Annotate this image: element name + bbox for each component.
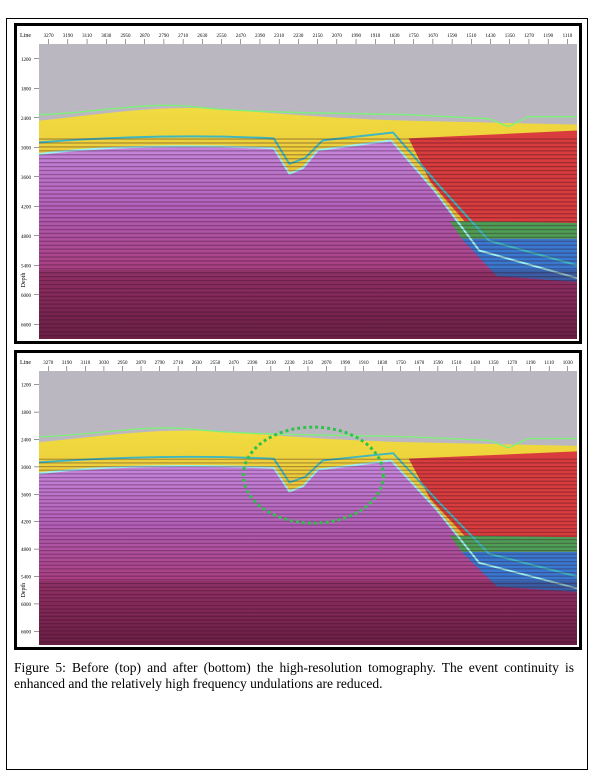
x-tick-label: 3030 [99,361,110,366]
panel-after: Line 3270 3190 3110 3030 2950 2870 2790 2710 2630… [14,350,582,650]
x-tick-label: 3190 [62,361,73,366]
x-tick-label: 2390 [247,361,258,366]
depth-tick-label: 6600 [21,630,32,635]
panel-before: Line 3270 3190 3110 3030 2950 2870 2790 2710 2630… [14,23,582,344]
depth-tick-label: 3600 [21,493,32,498]
x-tick-label: 2550 [210,361,221,366]
x-tick-label: 2070 [332,34,343,39]
x-tick-label: 2870 [140,34,151,39]
x-tick-label: 1590 [433,361,444,366]
depth-tick-label: 6000 [21,603,32,608]
depth-title: Depth [21,583,27,598]
x-tick-label: 1430 [470,361,481,366]
depth-tick-label: 2400 [21,117,32,122]
depth-title: Depth [21,273,27,288]
x-tick-label: 2070 [322,361,333,366]
depth-tick-label: 6000 [21,294,32,299]
axis-title: Line [20,33,31,39]
x-tick-label: 1350 [505,34,516,39]
seismic-image [39,44,577,339]
x-tick-label: 1910 [370,34,381,39]
x-tick-label: 3190 [63,34,73,39]
x-tick-label: 2470 [229,361,240,366]
x-tick-label: 2630 [192,361,203,366]
x-tick-label: 2310 [266,361,277,366]
x-tick-label: 2710 [173,361,184,366]
x-tick-label: 3270 [43,361,54,366]
x-tick-label: 2230 [293,34,304,39]
depth-tick-label: 1200 [21,384,32,389]
x-tick-label: 1510 [466,34,477,39]
x-tick-label: 1030 [563,361,574,366]
depth-tick-label: 2400 [21,439,32,444]
x-tick-label: 3030 [101,34,112,39]
depth-tick-label: 4800 [21,235,32,240]
axis-title: Line [20,360,31,366]
x-tick-label: 1270 [507,361,518,366]
x-tick-label: 2230 [284,361,295,366]
x-tick-label: 1350 [489,361,500,366]
x-tick-label: 1190 [543,34,553,39]
depth-tick-label: 1800 [21,87,32,92]
seismic-panel: Line 3270 3190 3110 3030 2950 2870 2790 2710 2630… [20,33,577,339]
x-tick-label: 1830 [377,361,388,366]
x-tick-label: 1990 [340,361,351,366]
x-tick-label: 1110 [563,34,573,39]
x-tick-label: 2150 [313,34,324,39]
depth-tick-label: 6600 [21,323,32,328]
x-tick-label: 2150 [303,361,314,366]
x-tick-label: 1750 [409,34,420,39]
x-tick-label: 3270 [44,34,55,39]
x-tick-label: 1990 [351,34,362,39]
x-tick-label: 2470 [236,34,247,39]
depth-tick-label: 5400 [21,576,32,581]
seismic-image [39,371,577,645]
x-tick-label: 1270 [524,34,535,39]
depth-tick-label: 4200 [21,521,32,526]
depth-tick-label: 4800 [21,548,32,553]
x-tick-label: 2790 [159,34,170,39]
x-tick-label: 1830 [389,34,400,39]
depth-tick-label: 1200 [21,58,32,63]
x-tick-label: 3110 [80,361,90,366]
x-tick-label: 2630 [197,34,208,39]
x-tick-label: 1670 [414,361,425,366]
x-tick-label: 1110 [544,361,554,366]
x-tick-label: 2710 [178,34,189,39]
depth-tick-label: 3600 [21,176,32,181]
x-tick-label: 1510 [451,361,462,366]
depth-tick-label: 5400 [21,264,32,269]
x-tick-label: 1750 [396,361,407,366]
depth-tick-label: 3000 [21,146,32,151]
x-tick-label: 2870 [136,361,147,366]
x-tick-label: 2950 [120,34,131,39]
figure-caption: Figure 5: Before (top) and after (bottom… [14,660,574,691]
x-tick-label: 2310 [274,34,285,39]
x-tick-label: 1670 [428,34,439,39]
x-tick-label: 1910 [359,361,370,366]
x-tick-label: 2790 [155,361,166,366]
depth-tick-label: 1800 [21,411,32,416]
depth-tick-label: 4200 [21,205,32,210]
x-tick-label: 1430 [486,34,497,39]
x-tick-label: 1590 [447,34,458,39]
x-tick-label: 2550 [217,34,228,39]
seismic-panel: Line 3270 3190 3110 3030 2950 2870 2790 2710 2630… [20,360,577,645]
x-tick-label: 1190 [526,361,536,366]
x-tick-label: 3110 [82,34,92,39]
depth-tick-label: 3000 [21,466,32,471]
highlight-ellipse [241,425,385,525]
figure-frame: Line 3270 3190 3110 3030 2950 2870 2790 2710 2630… [6,18,588,770]
x-tick-label: 2390 [255,34,266,39]
x-tick-label: 2950 [117,361,128,366]
